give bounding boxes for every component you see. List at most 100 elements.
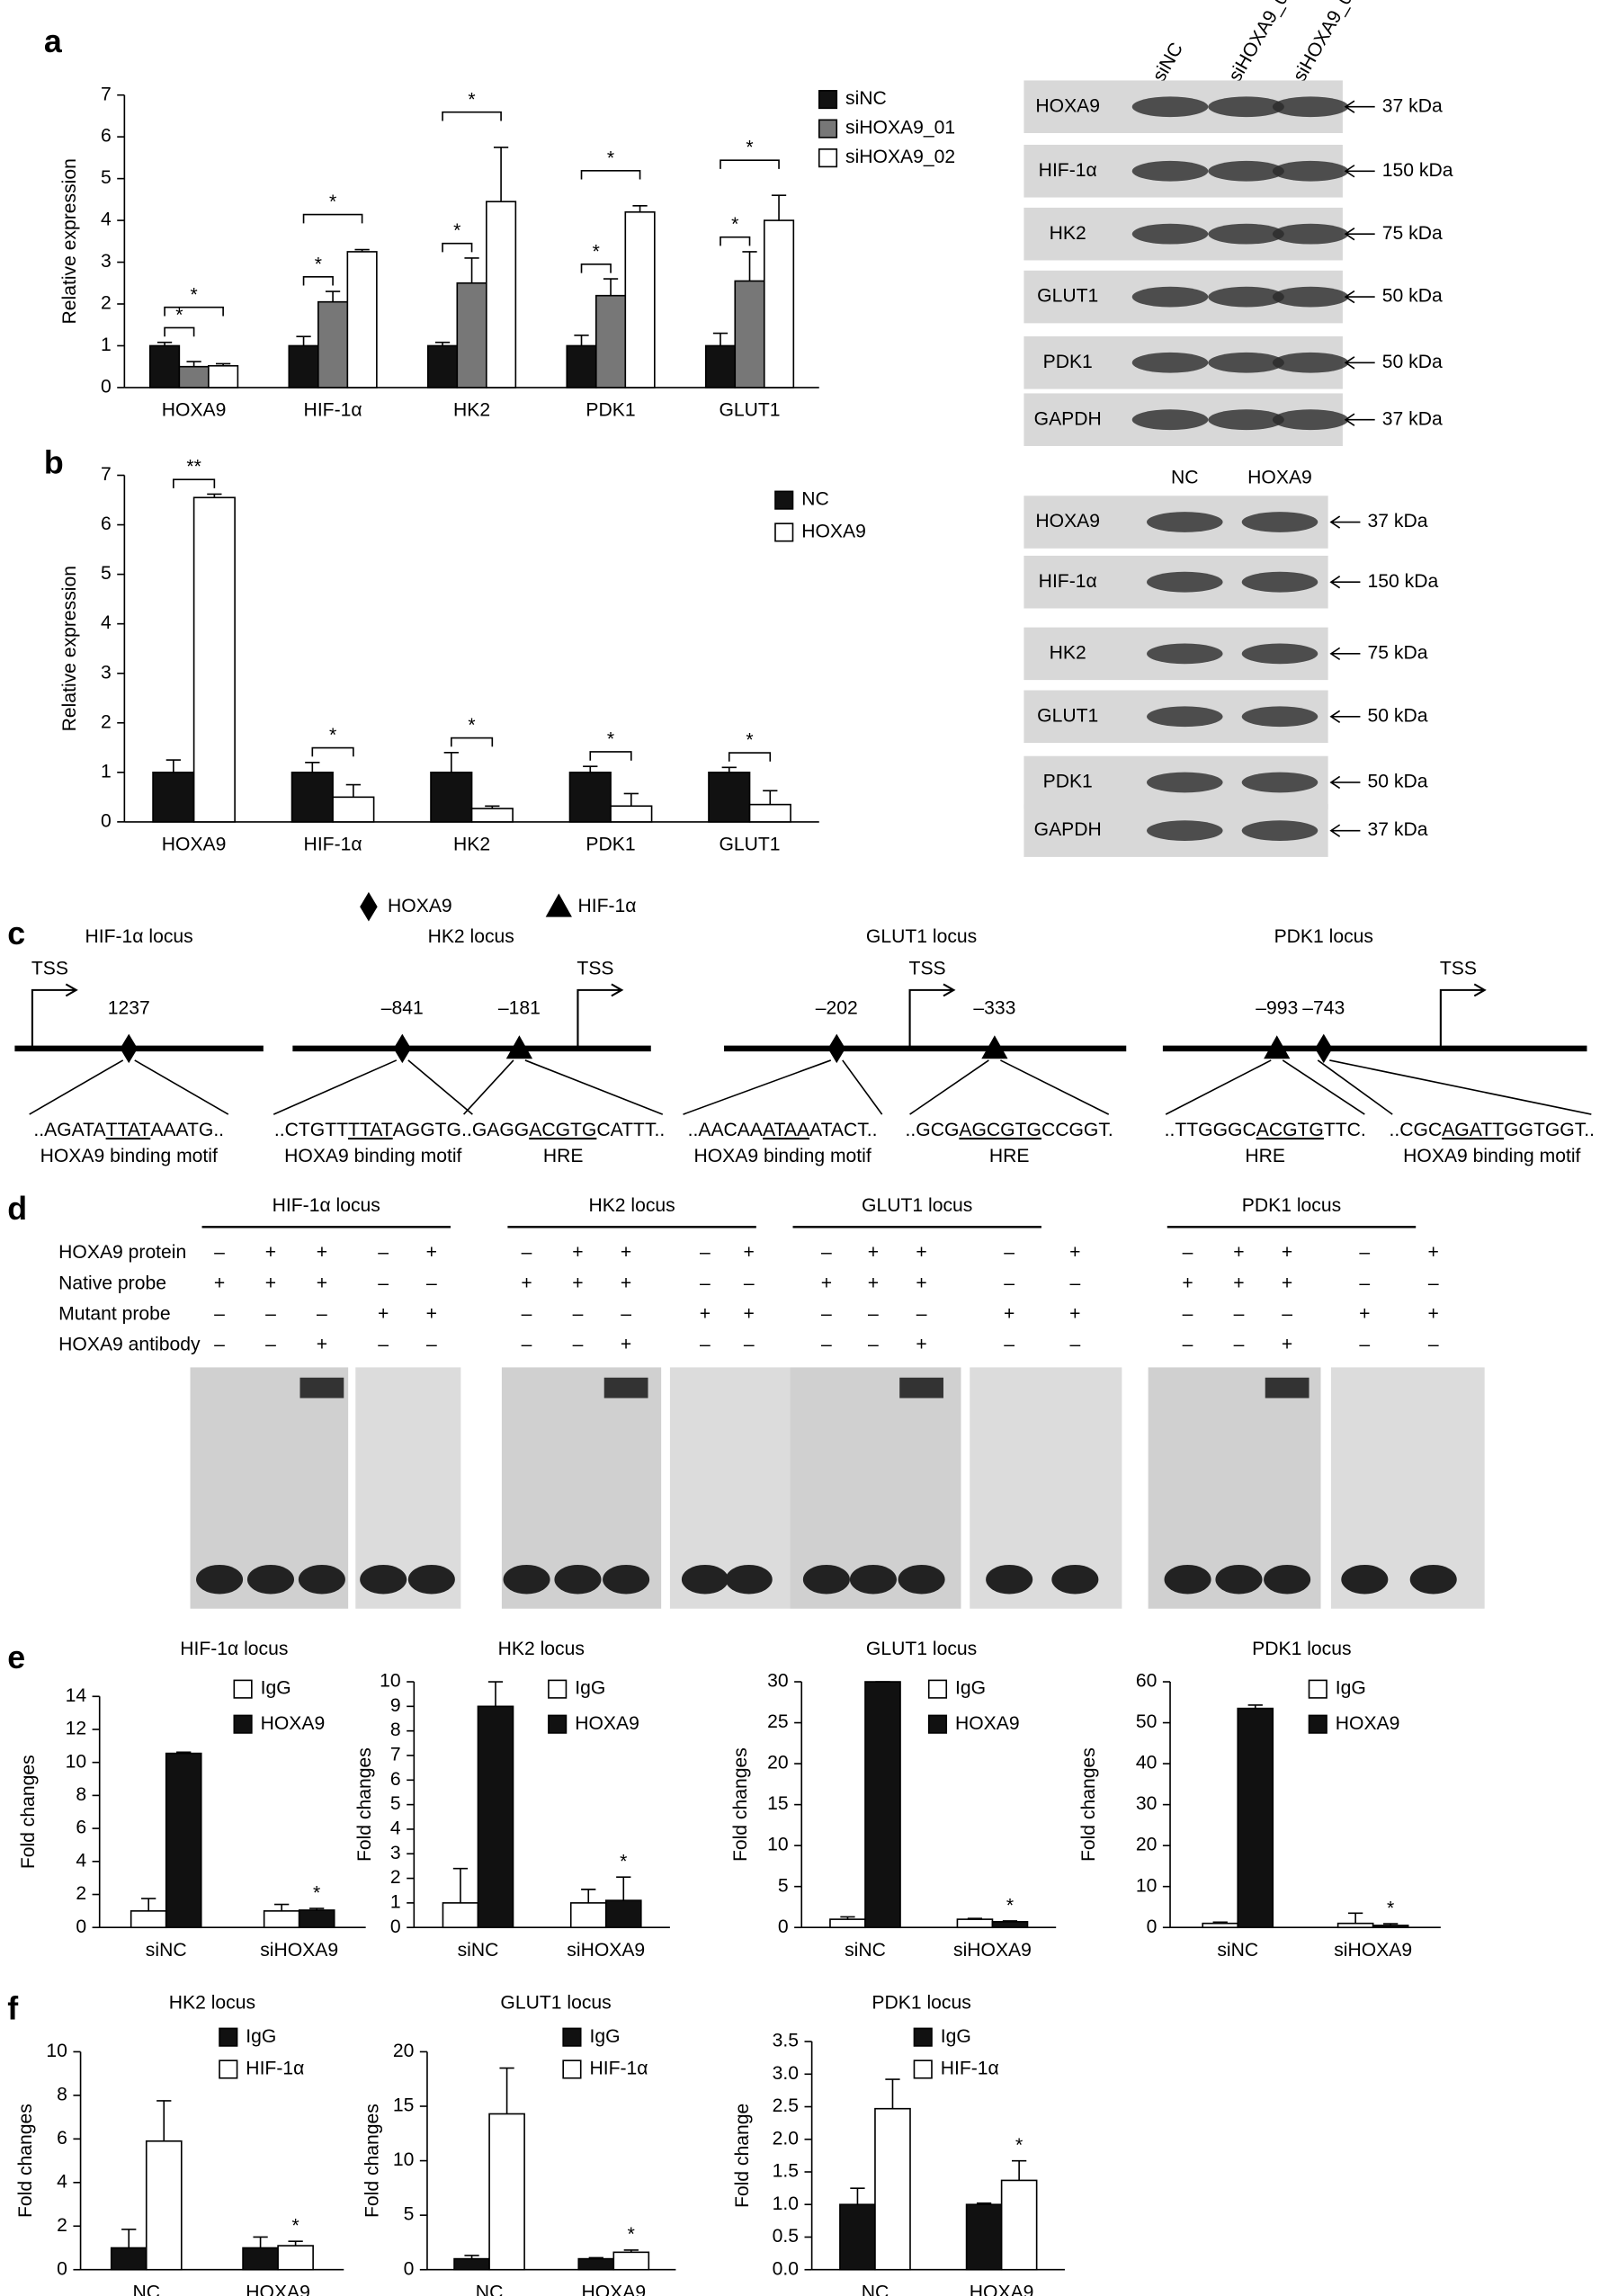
motif-sequence: ..TTGGGCACGTGTTC.	[1165, 1120, 1366, 1140]
supershift-band	[603, 1377, 648, 1398]
motif-connector	[524, 1059, 664, 1115]
sequence-part: ..CGC	[1390, 1120, 1443, 1140]
x-tick-label: siNC	[845, 1940, 886, 1961]
bar	[1202, 1922, 1239, 1929]
y-tick-label: 2	[57, 2215, 67, 2236]
error-bar	[583, 765, 598, 773]
bar	[453, 2257, 490, 2271]
lane-sign: +	[1069, 1242, 1080, 1263]
sequence-part: ..CTGTT	[274, 1120, 348, 1140]
lane-sign: –	[821, 1242, 832, 1263]
lane-sign: –	[265, 1335, 276, 1355]
y-tick-label: 12	[66, 1719, 87, 1739]
sequence-part: AAATG..	[150, 1120, 224, 1140]
error-bar	[581, 1889, 596, 1903]
y-tick-label: 30	[767, 1671, 788, 1692]
y-tick-label: 15	[393, 2095, 415, 2116]
error-bar	[288, 2240, 303, 2247]
legend-swatch	[927, 1714, 948, 1734]
chart-title: HK2 locus	[169, 1992, 255, 2013]
bar	[566, 344, 597, 389]
y-tick-label: 0.5	[773, 2226, 799, 2247]
legend-swatch	[548, 1679, 568, 1699]
error-bar	[305, 761, 320, 773]
lane-sign: +	[1359, 1303, 1370, 1324]
error-bar	[1247, 1704, 1263, 1709]
motif-sequence: ..CTGTTTTATAGGTG..	[274, 1120, 472, 1140]
lane-sign: –	[317, 1303, 327, 1324]
size-arrow	[1344, 100, 1375, 113]
locus-title: PDK1 locus	[1274, 926, 1373, 947]
free-probe-band	[1051, 1564, 1099, 1595]
chart-title: HIF-1α locus	[180, 1639, 288, 1659]
lane-sign: –	[522, 1242, 532, 1263]
bar	[569, 1902, 607, 1929]
lane-sign: +	[378, 1303, 389, 1324]
supershift-band	[299, 1377, 344, 1398]
sequence-part: ..GCG	[906, 1120, 960, 1140]
legend-label: IgG	[575, 1678, 605, 1699]
emsa-row-label: Mutant probe	[58, 1303, 170, 1324]
error-bar	[207, 493, 222, 498]
legend-swatch	[774, 490, 794, 510]
error-bar	[623, 792, 639, 807]
y-tick-label: 3.5	[773, 2031, 799, 2051]
bar	[456, 281, 487, 389]
y-tick-label: 15	[767, 1793, 788, 1814]
bar	[208, 364, 239, 389]
significance-label: *	[291, 2216, 299, 2237]
motif-name: HOXA9 binding motif	[1403, 1146, 1580, 1166]
y-tick-label: 20	[393, 2041, 415, 2061]
bar	[477, 1705, 514, 1929]
motif-sequence: ..AGATATTATAAATG..	[33, 1120, 224, 1140]
error-bar	[345, 783, 361, 798]
bar	[864, 1681, 901, 1929]
x-tick-label: siNC	[146, 1940, 187, 1961]
lane-sign: +	[700, 1303, 711, 1324]
bar	[1336, 1922, 1374, 1929]
protein-label: HOXA9	[1035, 95, 1100, 116]
legend-label: HOXA9	[575, 1713, 639, 1734]
x-tick-label: HOXA9	[581, 2282, 646, 2296]
free-probe-band	[196, 1564, 244, 1595]
locus-title: HK2 locus	[428, 926, 514, 947]
blot-band	[1272, 409, 1349, 431]
x-tick-label: PDK1	[585, 834, 635, 854]
sequence-part: ATACT..	[809, 1120, 878, 1140]
y-tick-label: 9	[390, 1695, 401, 1716]
y-tick-label: 3	[390, 1843, 401, 1863]
size-arrow	[1329, 576, 1361, 589]
binding-site	[981, 1035, 1008, 1059]
blot-band	[1241, 706, 1318, 728]
bar	[604, 1899, 642, 1929]
y-tick-label: 20	[767, 1753, 788, 1773]
lane-sign: +	[1428, 1303, 1439, 1324]
legend-swatch	[233, 1679, 253, 1699]
lane-sign: –	[378, 1242, 389, 1263]
significance-label: *	[1006, 1895, 1014, 1916]
blot-band	[1208, 352, 1284, 373]
lane-sign: –	[1234, 1303, 1245, 1324]
bar	[704, 344, 737, 389]
bar	[178, 365, 210, 389]
legend-swatch	[913, 2027, 933, 2047]
free-probe-band	[1264, 1564, 1311, 1595]
significance-bracket	[302, 275, 334, 286]
legend-label: HOXA9	[261, 1713, 326, 1734]
error-bar	[1002, 1920, 1018, 1922]
lane-sign: +	[265, 1273, 276, 1293]
binding-site	[1315, 1033, 1333, 1064]
bar	[486, 201, 517, 389]
motif-name: HOXA9 binding motif	[40, 1146, 218, 1166]
bar	[734, 280, 765, 389]
y-tick-label: 6	[76, 1818, 86, 1838]
x-tick-label: HK2	[453, 400, 490, 421]
bar	[165, 1752, 202, 1929]
legend-label: HOXA9	[388, 896, 452, 916]
error-bar	[721, 766, 737, 773]
size-arrow	[1329, 824, 1361, 837]
y-tick-label: 10	[1136, 1875, 1158, 1896]
significance-label: *	[468, 89, 475, 110]
free-probe-band	[1341, 1564, 1389, 1595]
x-tick-label: HIF-1α	[304, 834, 362, 854]
